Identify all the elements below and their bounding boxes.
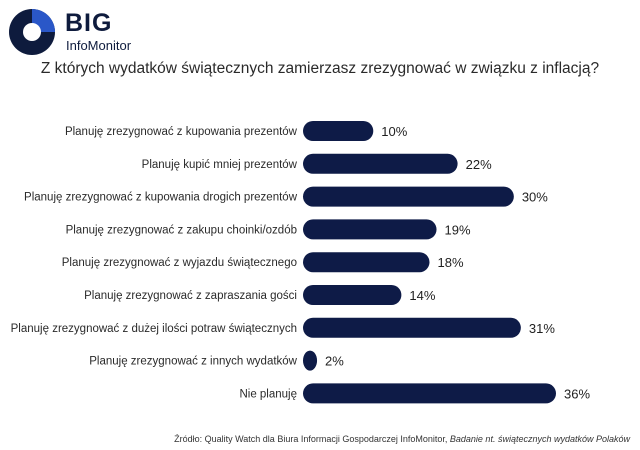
category-label: Planuję zrezygnować z zapraszania gości [84,290,297,302]
category-label: Nie planuję [239,388,297,400]
bar-chart: Planuję zrezygnować z kupowania prezentó… [11,121,590,404]
category-label: Planuję zrezygnować z zakupu choinki/ozd… [66,224,297,236]
category-label: Planuję zrezygnować z innych wydatków [89,356,297,368]
value-label: 10% [381,124,407,139]
logo-sub-text: InfoMonitor [66,38,132,53]
category-label: Planuję zrezygnować z wyjazdu świąteczne… [62,257,297,269]
value-label: 22% [466,157,492,172]
value-label: 2% [325,354,344,369]
bar [303,317,521,338]
bar [303,383,556,404]
bar [303,252,430,273]
category-label: Planuję zrezygnować z kupowania prezentó… [65,126,298,138]
value-label: 36% [564,386,590,401]
bar [303,121,374,141]
value-label: 30% [522,190,548,205]
bar [303,350,318,371]
source-text: Źródło: Quality Watch dla Biura Informac… [174,434,450,444]
value-label: 31% [529,321,555,336]
source-note: Źródło: Quality Watch dla Biura Informac… [174,434,630,444]
bar [303,186,514,207]
value-label: 18% [438,255,464,270]
chart-title: Z których wydatków świątecznych zamierza… [40,60,600,77]
category-label: Planuję zrezygnować z dużej ilości potra… [11,323,297,335]
bar [303,153,458,174]
category-label: Planuję kupić mniej prezentów [142,159,298,171]
bar [303,285,402,305]
logo-mark-icon [9,9,55,55]
brand-logo: BIG InfoMonitor [8,8,158,56]
category-label: Planuję zrezygnować z kupowania drogich … [24,192,298,204]
bar [303,219,437,240]
value-label: 19% [445,222,471,237]
value-label: 14% [409,288,435,303]
source-title: Badanie nt. świątecznych wydatków Polakó… [449,434,630,444]
logo-big-text: BIG [65,9,113,37]
